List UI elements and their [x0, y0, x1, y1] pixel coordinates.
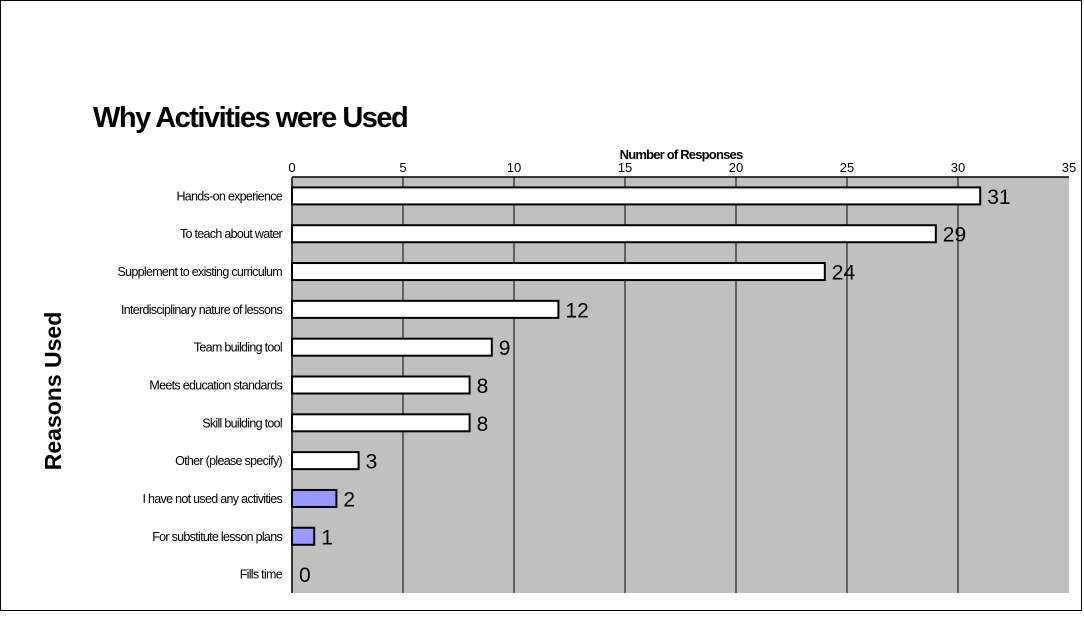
bar	[291, 224, 937, 244]
bar	[291, 375, 471, 395]
bar	[291, 337, 493, 357]
x-tick-label: 30	[951, 160, 965, 175]
y-tick-label: Team building tool	[194, 341, 282, 355]
bar	[291, 186, 982, 206]
data-label: 1	[321, 526, 333, 549]
x-tick-label: 35	[1062, 160, 1076, 175]
data-label: 9	[499, 337, 511, 360]
bar	[291, 262, 826, 282]
x-tick-label: 10	[507, 160, 521, 175]
y-tick-label: Fills time	[240, 568, 283, 582]
y-tick-label: I have not used any activities	[142, 492, 282, 506]
bar	[291, 413, 471, 433]
data-label: 29	[943, 224, 966, 247]
y-tick-label: For substitute lesson plans	[152, 530, 282, 544]
data-label: 8	[477, 375, 489, 398]
y-tick-label: Other (please specify)	[175, 454, 282, 468]
data-label: 0	[299, 564, 311, 587]
y-tick-label: Meets education standards	[149, 379, 282, 393]
y-tick-label: To teach about water	[180, 227, 283, 241]
y-tick-label: Supplement to existing curriculum	[118, 265, 283, 279]
x-tick-label: 15	[618, 160, 632, 175]
bar	[291, 526, 316, 546]
y-tick-label: Interdisciplinary nature of lessons	[121, 303, 282, 317]
y-tick-label: Hands-on experience	[176, 189, 282, 203]
x-tick-label: 25	[840, 160, 854, 175]
y-axis-label: Reasons Used	[40, 312, 66, 471]
data-label: 24	[832, 262, 856, 285]
y-tick-label: Skill building tool	[202, 416, 282, 430]
x-tick-label: 5	[399, 160, 406, 175]
bar	[291, 488, 338, 508]
data-label: 8	[477, 413, 489, 436]
x-tick-label: 0	[288, 160, 295, 175]
bar	[291, 451, 360, 471]
x-axis-label: Number of Responses	[620, 147, 743, 162]
data-label: 12	[565, 299, 588, 322]
data-label: 2	[343, 488, 355, 511]
x-tick-label: 20	[729, 160, 743, 175]
bar	[291, 299, 560, 319]
data-label: 31	[987, 186, 1010, 209]
chart-title: Why Activities were Used	[93, 102, 407, 134]
data-label: 3	[366, 451, 378, 474]
